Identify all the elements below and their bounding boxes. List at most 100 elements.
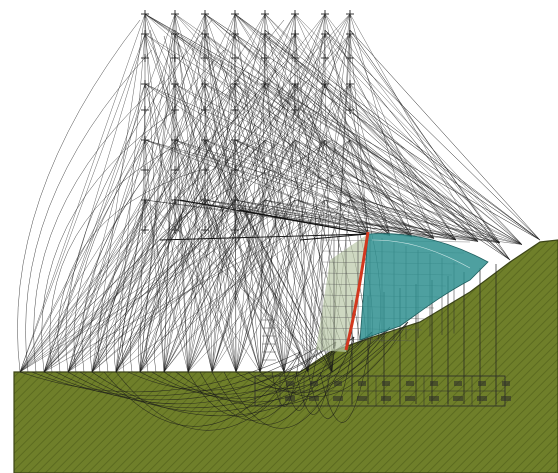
fan-line <box>307 33 326 373</box>
fan-line <box>139 33 326 373</box>
slip-arc <box>67 331 373 409</box>
fan-line <box>349 199 435 239</box>
fan-line <box>324 13 369 235</box>
fan-line <box>235 139 351 373</box>
fan-line <box>234 13 523 245</box>
fan-line <box>115 139 266 373</box>
fan-line <box>324 13 435 239</box>
slip-arc <box>319 331 373 423</box>
fan-line <box>307 139 351 373</box>
table-cell-mark <box>358 381 366 386</box>
slip-arc <box>177 41 313 351</box>
fan-line <box>349 29 541 241</box>
fan-line <box>163 13 296 373</box>
fan-line <box>144 13 511 261</box>
fan-line <box>163 139 351 373</box>
table-cell-mark <box>286 381 294 386</box>
critical-slip-surface <box>344 231 370 351</box>
fan-line <box>91 13 351 373</box>
table-cell-mark <box>502 381 510 386</box>
fan-line <box>349 29 511 261</box>
fan-line <box>307 199 326 373</box>
fan-line <box>324 33 523 245</box>
fan-line <box>259 199 296 373</box>
fan-line <box>174 83 479 242</box>
slip-arc <box>187 351 301 417</box>
fan-line <box>139 83 296 373</box>
table-cell-mark <box>501 396 511 401</box>
ground-profile <box>13 239 558 473</box>
fan-line <box>174 199 523 245</box>
fan-line <box>211 83 296 373</box>
slip-arc <box>146 139 333 373</box>
fan-line <box>294 83 435 239</box>
fan-line <box>264 13 501 244</box>
fan-line <box>204 13 511 261</box>
fan-line <box>234 33 309 373</box>
fan-line <box>67 139 236 373</box>
slip-arc <box>25 49 153 373</box>
fan-line <box>43 83 236 373</box>
fan-line <box>67 83 146 373</box>
fan-line <box>307 13 351 373</box>
fan-line <box>211 13 326 373</box>
fan-line <box>234 13 541 241</box>
slip-center-fan-lines <box>19 13 541 373</box>
fan-line <box>43 199 266 373</box>
fan-line <box>294 13 523 245</box>
fan-line <box>19 199 146 373</box>
slip-arc <box>175 321 409 407</box>
fan-line <box>264 199 435 239</box>
table-cell-mark <box>310 381 318 386</box>
fan-line <box>264 199 285 373</box>
fan-line <box>264 83 309 373</box>
fan-line <box>91 13 296 373</box>
fan-line <box>19 33 296 373</box>
fan-line <box>43 13 176 373</box>
fan-line <box>239 209 369 235</box>
fan-line <box>204 139 333 373</box>
fan-line <box>91 83 326 373</box>
fan-line <box>91 33 296 373</box>
fan-line <box>204 13 541 241</box>
fan-line <box>259 33 351 373</box>
fan-line <box>349 13 413 238</box>
table-cell-mark <box>382 381 390 386</box>
fan-line <box>324 33 391 236</box>
slice-region <box>316 234 368 352</box>
fan-line <box>259 83 326 373</box>
fan-line <box>283 199 326 373</box>
fan-line <box>235 33 326 373</box>
table-cell-mark <box>334 381 342 386</box>
fan-line <box>67 33 266 373</box>
fan-line <box>187 199 351 373</box>
fan-line <box>19 83 266 373</box>
fan-line <box>234 83 413 238</box>
fan-line <box>211 83 351 373</box>
fan-line <box>283 83 351 373</box>
fan-line <box>19 199 236 373</box>
fan-line <box>259 33 296 373</box>
fan-line <box>19 139 206 373</box>
table-cell-mark <box>478 381 486 386</box>
fan-line <box>294 199 479 242</box>
fan-line <box>283 13 326 373</box>
fan-line <box>91 199 236 373</box>
fan-line <box>264 199 501 244</box>
fan-line <box>234 199 457 241</box>
slip-arc <box>33 79 165 373</box>
failure-zone <box>359 233 489 341</box>
slip-arc <box>19 351 301 393</box>
slip-arc <box>65 19 213 373</box>
fan-line <box>91 13 146 373</box>
fan-line <box>324 139 369 235</box>
fan-line <box>174 139 213 373</box>
fan-line <box>19 33 236 373</box>
fan-line <box>163 83 266 373</box>
fan-line <box>324 33 457 241</box>
fan-line <box>174 83 413 238</box>
slip-arc <box>55 336 355 405</box>
fan-line <box>324 139 435 239</box>
fan-line <box>204 33 285 373</box>
